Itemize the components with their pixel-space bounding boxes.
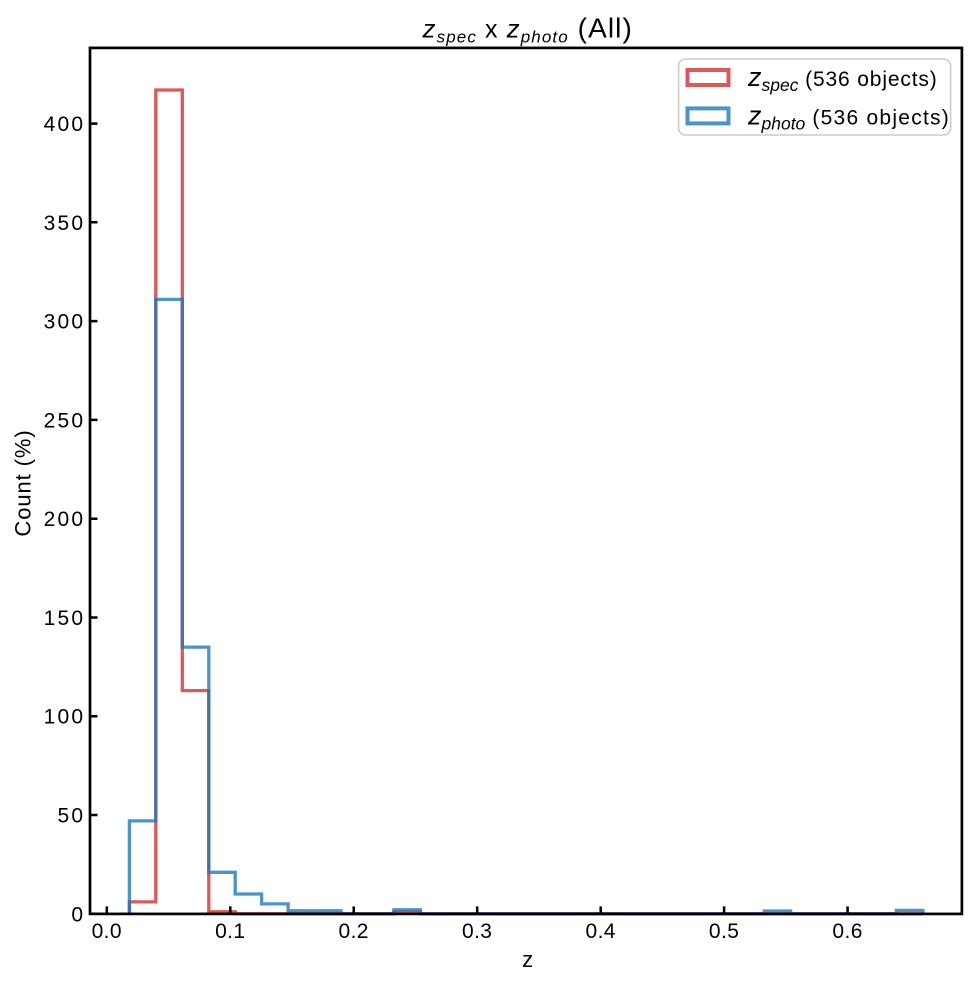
svg-text:0.3: 0.3 [462, 920, 492, 943]
svg-text:150: 150 [44, 607, 86, 630]
svg-text:0.5: 0.5 [709, 920, 739, 943]
svg-text:400: 400 [44, 113, 86, 136]
svg-text:250: 250 [44, 409, 86, 432]
svg-text:200: 200 [44, 508, 86, 531]
svg-text:0.0: 0.0 [92, 920, 122, 943]
svg-text:50: 50 [58, 805, 86, 828]
svg-text:350: 350 [44, 212, 86, 235]
svg-text:zphoto (536 objects): zphoto (536 objects) [747, 101, 950, 134]
svg-text:Count (%): Count (%) [11, 429, 36, 536]
svg-text:zspec x zphoto (All): zspec x zphoto (All) [422, 13, 633, 47]
svg-text:100: 100 [44, 706, 86, 729]
svg-text:0.2: 0.2 [338, 920, 368, 943]
svg-text:0.6: 0.6 [832, 920, 862, 943]
svg-text:0: 0 [71, 903, 85, 926]
svg-text:zspec (536 objects): zspec (536 objects) [747, 62, 938, 95]
svg-text:300: 300 [44, 311, 86, 334]
svg-text:0.4: 0.4 [585, 920, 615, 943]
svg-text:z: z [522, 947, 533, 972]
svg-text:0.1: 0.1 [215, 920, 245, 943]
